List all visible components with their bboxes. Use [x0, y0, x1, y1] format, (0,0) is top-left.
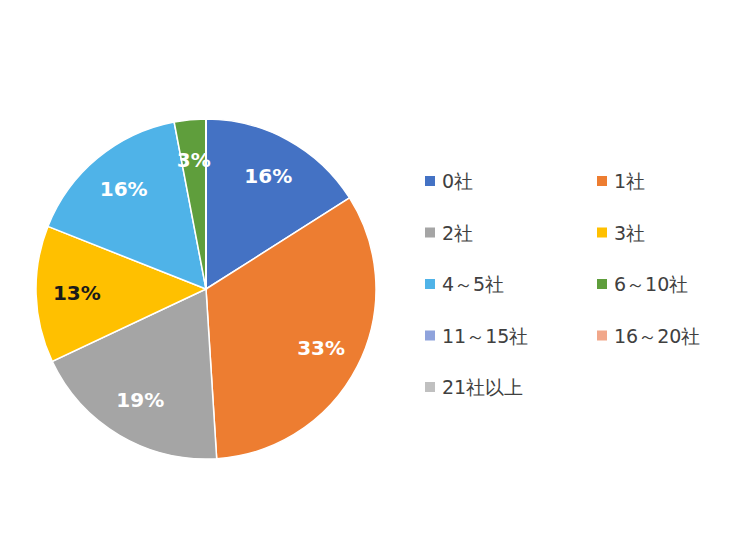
legend-swatch	[597, 331, 607, 341]
legend-swatch	[597, 176, 607, 186]
legend-label: 16～20社	[614, 325, 700, 347]
legend-swatch	[597, 279, 607, 289]
data-labels: 16% 33% 19% 13% 16% 3%	[53, 148, 345, 412]
data-label: 16%	[244, 164, 292, 188]
data-label: 19%	[116, 388, 164, 412]
pie-slice	[205, 119, 207, 289]
chart: 16% 33% 19% 13% 16% 3% 0社 1社 2社 3社 4～5社 6～10社 11～15社…	[0, 0, 750, 560]
legend-swatch	[425, 331, 435, 341]
legend: 0社 1社 2社 3社 4～5社 6～10社 11～15社 16～20社 21社以上	[425, 170, 700, 398]
data-label: 33%	[297, 336, 345, 360]
legend-swatch	[425, 176, 435, 186]
data-label: 13%	[53, 281, 101, 305]
legend-swatch	[597, 228, 607, 238]
legend-item: 2社	[425, 222, 473, 244]
pie-slice	[205, 119, 207, 289]
data-label: 16%	[100, 177, 148, 201]
legend-item: 6～10社	[597, 273, 688, 295]
legend-swatch	[425, 279, 435, 289]
legend-label: 1社	[614, 170, 645, 192]
legend-label: 11～15社	[442, 325, 528, 347]
pie-slice	[206, 198, 376, 459]
legend-item: 3社	[597, 222, 645, 244]
legend-swatch	[425, 382, 435, 392]
legend-item: 16～20社	[597, 325, 700, 347]
legend-item: 1社	[597, 170, 645, 192]
legend-label: 4～5社	[442, 273, 504, 295]
legend-item: 11～15社	[425, 325, 528, 347]
legend-label: 2社	[442, 222, 473, 244]
legend-item: 21社以上	[425, 376, 523, 398]
pie-slice	[174, 119, 206, 289]
pie-slice	[205, 119, 207, 289]
legend-swatch	[425, 228, 435, 238]
legend-label: 21社以上	[442, 376, 523, 398]
legend-label: 0社	[442, 170, 473, 192]
data-label: 3%	[177, 148, 211, 172]
legend-label: 3社	[614, 222, 645, 244]
legend-item: 0社	[425, 170, 473, 192]
legend-label: 6～10社	[614, 273, 688, 295]
legend-item: 4～5社	[425, 273, 504, 295]
pie	[36, 119, 376, 459]
